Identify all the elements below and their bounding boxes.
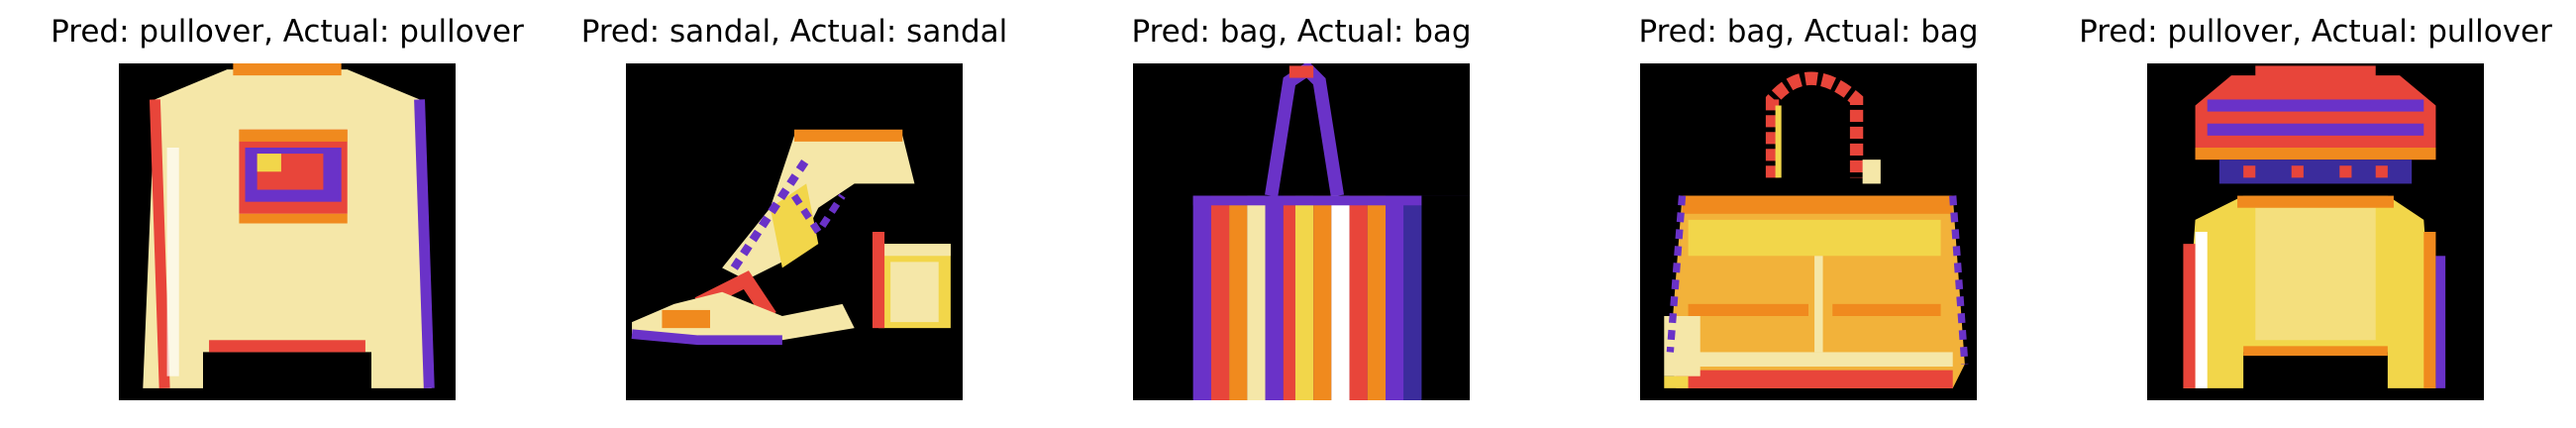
panel-title: Pred: sandal, Actual: sandal: [580, 14, 1008, 50]
panel-title: Pred: pullover, Actual: pullover: [2079, 14, 2552, 50]
panel-3: Pred: bag, Actual: bag: [1044, 0, 1559, 428]
pullover-icon: [2147, 63, 2484, 400]
panel-4: Pred: bag, Actual: bag: [1551, 0, 2066, 428]
tote-bag-image: [1133, 63, 1470, 400]
sandal-image: [626, 63, 963, 400]
panel-title: Pred: bag, Actual: bag: [1638, 14, 1979, 50]
pullover-icon: [119, 63, 456, 400]
sandal-icon: [626, 63, 963, 400]
tote-bag-icon: [1133, 63, 1470, 400]
handbag-image: [1640, 63, 1977, 400]
pullover-image: [2147, 63, 2484, 400]
panel-1: Pred: pullover, Actual: pullover: [30, 0, 545, 428]
pullover-image: [119, 63, 456, 400]
panel-5: Pred: pullover, Actual: pullover: [2058, 0, 2573, 428]
panel-2: Pred: sandal, Actual: sandal: [537, 0, 1052, 428]
panel-title: Pred: bag, Actual: bag: [1131, 14, 1472, 50]
panel-title: Pred: pullover, Actual: pullover: [51, 14, 524, 50]
handbag-icon: [1640, 63, 1977, 400]
